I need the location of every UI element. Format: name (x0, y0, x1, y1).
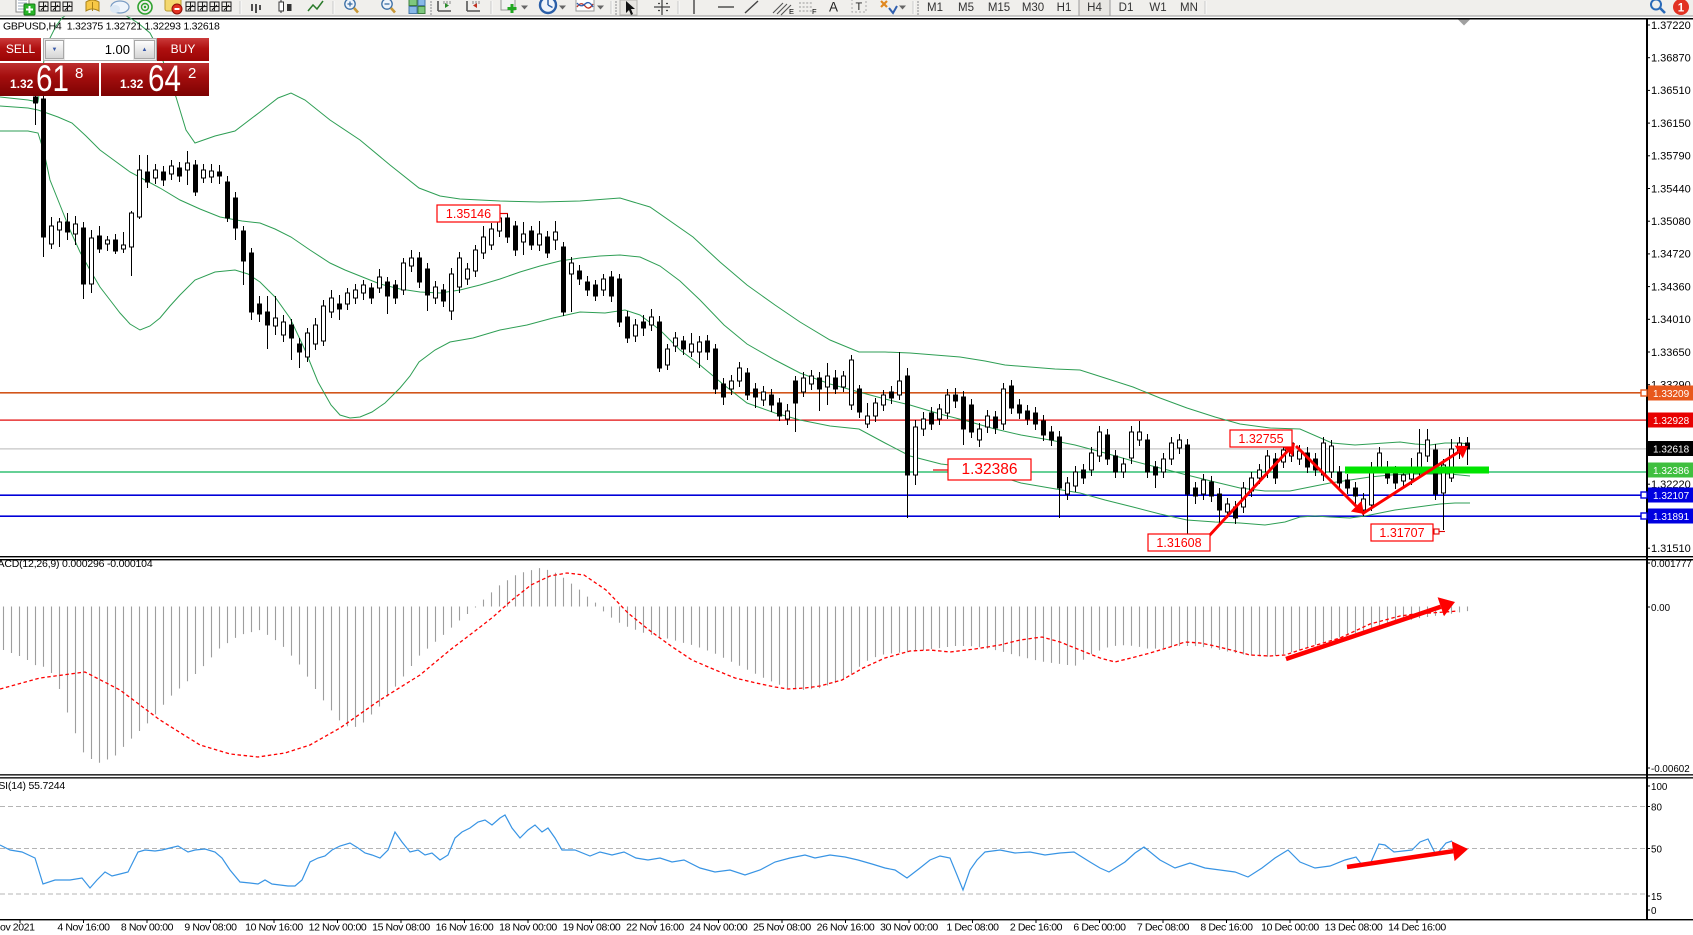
svg-text:10 Nov 16:00: 10 Nov 16:00 (245, 922, 303, 934)
svg-text:16 Nov 16:00: 16 Nov 16:00 (436, 922, 494, 934)
svg-text:M30: M30 (1022, 2, 1044, 14)
svg-text:1.32386: 1.32386 (961, 461, 1017, 478)
svg-text:7 Dec 08:00: 7 Dec 08:00 (1137, 922, 1190, 934)
svg-text:50: 50 (1651, 844, 1662, 855)
svg-text:1.36870: 1.36870 (1651, 53, 1691, 65)
svg-text:A: A (829, 0, 838, 15)
svg-text:0: 0 (1651, 906, 1657, 917)
svg-text:GBPUSD,H4 1.32375 1.32721 1.3: GBPUSD,H4 1.32375 1.32721 1.32293 1.3261… (3, 21, 220, 33)
svg-text:1.32928: 1.32928 (1653, 416, 1690, 427)
svg-text:4 Nov 16:00: 4 Nov 16:00 (57, 922, 110, 934)
svg-text:15: 15 (1651, 892, 1662, 903)
svg-text:22 Nov 16:00: 22 Nov 16:00 (626, 922, 684, 934)
svg-text:1.31510: 1.31510 (1651, 543, 1691, 555)
svg-text:MN: MN (1180, 2, 1198, 14)
svg-text:30 Nov 00:00: 30 Nov 00:00 (880, 922, 938, 934)
svg-text:1.35790: 1.35790 (1651, 151, 1691, 163)
svg-text:H4: H4 (1087, 2, 1102, 14)
svg-text:100: 100 (1651, 782, 1668, 793)
svg-text:80: 80 (1651, 802, 1662, 813)
svg-text:25 Nov 08:00: 25 Nov 08:00 (753, 922, 811, 934)
svg-text:-0.00602: -0.00602 (1651, 764, 1690, 775)
svg-text:1.36150: 1.36150 (1651, 118, 1691, 130)
svg-text:24 Nov 00:00: 24 Nov 00:00 (690, 922, 748, 934)
svg-text:1.34360: 1.34360 (1651, 281, 1691, 293)
svg-text:1.37220: 1.37220 (1651, 20, 1691, 32)
svg-text:1: 1 (1678, 3, 1685, 15)
svg-text:MACD(12,26,9) 0.000296 -0.0001: MACD(12,26,9) 0.000296 -0.000104 (0, 558, 153, 570)
svg-text:2 Dec 16:00: 2 Dec 16:00 (1010, 922, 1063, 934)
svg-text:10 Dec 00:00: 10 Dec 00:00 (1261, 922, 1319, 934)
svg-text:D1: D1 (1119, 2, 1134, 14)
svg-text:0.001777: 0.001777 (1651, 559, 1692, 570)
svg-text:1.31608: 1.31608 (1156, 536, 1201, 550)
svg-text:6 Dec 00:00: 6 Dec 00:00 (1073, 922, 1126, 934)
svg-text:12 Nov 00:00: 12 Nov 00:00 (309, 922, 367, 934)
svg-text:13 Dec 08:00: 13 Dec 08:00 (1325, 922, 1383, 934)
svg-text:26 Nov 16:00: 26 Nov 16:00 (817, 922, 875, 934)
svg-text:1.32618: 1.32618 (1653, 444, 1690, 455)
svg-text:1.34010: 1.34010 (1651, 314, 1691, 326)
svg-text:8 Dec 16:00: 8 Dec 16:00 (1200, 922, 1253, 934)
svg-text:ov 2021: ov 2021 (0, 922, 35, 934)
svg-text:M15: M15 (988, 2, 1010, 14)
svg-text:1.32755: 1.32755 (1238, 432, 1283, 446)
svg-text:1.32107: 1.32107 (1653, 491, 1690, 502)
svg-text:9 Nov 08:00: 9 Nov 08:00 (184, 922, 237, 934)
svg-text:1 Dec 08:00: 1 Dec 08:00 (946, 922, 999, 934)
svg-text:RSI(14) 55.7244: RSI(14) 55.7244 (0, 780, 65, 792)
svg-text:1.35146: 1.35146 (446, 207, 491, 221)
svg-text:0.00: 0.00 (1651, 603, 1671, 614)
svg-text:1.33650: 1.33650 (1651, 347, 1691, 359)
svg-text:1.31707: 1.31707 (1379, 526, 1424, 540)
svg-text:F: F (812, 7, 817, 16)
svg-text:M1: M1 (927, 2, 943, 14)
svg-text:W1: W1 (1149, 2, 1166, 14)
svg-text:8 Nov 00:00: 8 Nov 00:00 (121, 922, 174, 934)
svg-text:19 Nov 08:00: 19 Nov 08:00 (563, 922, 621, 934)
svg-text:1.35440: 1.35440 (1651, 183, 1691, 195)
svg-text:1.32386: 1.32386 (1653, 466, 1690, 477)
svg-text:1.35080: 1.35080 (1651, 216, 1691, 228)
svg-text:15 Nov 08:00: 15 Nov 08:00 (372, 922, 430, 934)
svg-text:18 Nov 00:00: 18 Nov 00:00 (499, 922, 557, 934)
svg-text:H1: H1 (1057, 2, 1072, 14)
svg-text:1.34720: 1.34720 (1651, 249, 1691, 261)
svg-text:1.36510: 1.36510 (1651, 85, 1691, 97)
svg-text:M5: M5 (958, 2, 974, 14)
svg-text:E: E (789, 7, 794, 16)
svg-text:1.31891: 1.31891 (1653, 512, 1690, 523)
svg-text:T: T (856, 1, 863, 13)
svg-text:1.33209: 1.33209 (1653, 389, 1690, 400)
svg-text:14 Dec 16:00: 14 Dec 16:00 (1388, 922, 1446, 934)
